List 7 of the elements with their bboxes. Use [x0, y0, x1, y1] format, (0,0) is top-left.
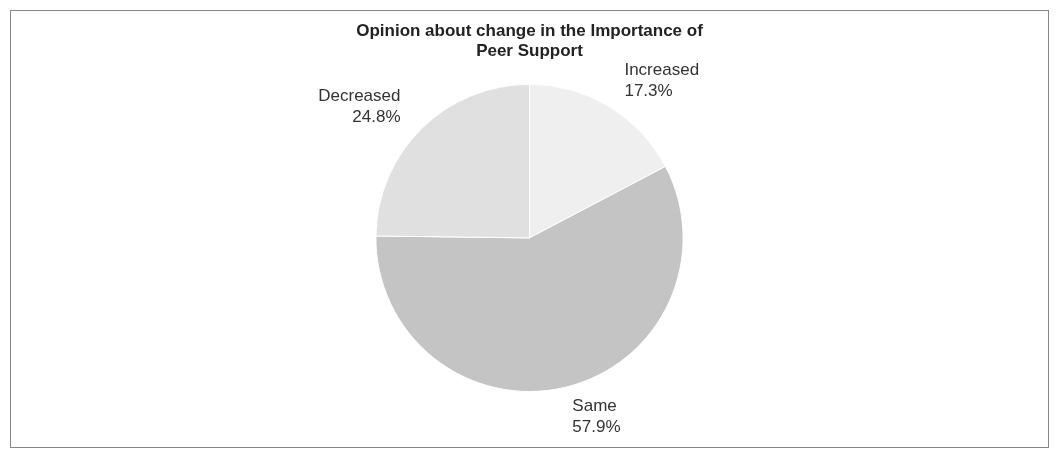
data-label: 57.9%: [572, 416, 621, 436]
slice-label: Increased: [624, 59, 700, 79]
data-label: 17.3%: [624, 80, 673, 100]
slice-label: Same: [572, 395, 617, 415]
chart-title: Opinion about change in the Importance of Peer Support: [356, 20, 704, 61]
slice-label: Decreased: [318, 86, 401, 106]
data-label: 24.8%: [352, 107, 401, 127]
